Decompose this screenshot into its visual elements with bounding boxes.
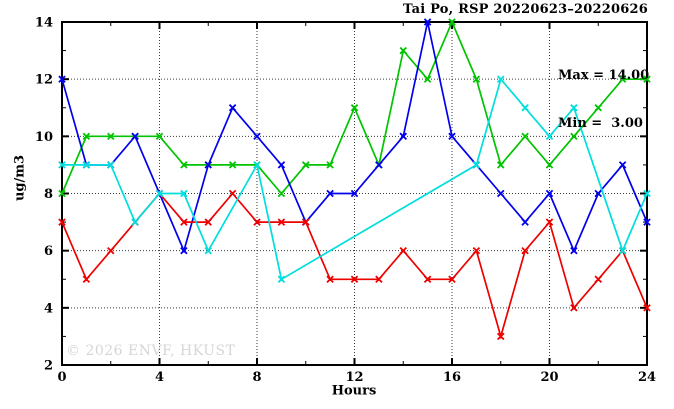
cyan-series-line xyxy=(62,77,648,281)
red-series-markers xyxy=(58,189,651,341)
x-tick-label-24: 24 xyxy=(638,370,656,385)
y-tick-label-14: 14 xyxy=(35,16,53,31)
stats-legend: Max = 14.00 Min = 3.00 xyxy=(558,36,649,164)
x-tick-label-8: 8 xyxy=(252,370,261,385)
watermark-text: © 2026 ENVF, HKUST xyxy=(66,343,236,359)
y-tick-label-10: 10 xyxy=(35,130,53,145)
x-tick-label-12: 12 xyxy=(345,370,363,385)
y-tick-label-8: 8 xyxy=(44,187,53,202)
chart-title: Tai Po, RSP 20220623–20220626 xyxy=(403,2,648,17)
x-tick-label-0: 0 xyxy=(57,370,66,385)
y-axis-label: ug/m3 xyxy=(12,154,28,202)
x-tick-label-20: 20 xyxy=(540,370,558,385)
y-tick-label-12: 12 xyxy=(35,73,53,88)
y-tick-label-2: 2 xyxy=(44,359,53,374)
x-tick-label-4: 4 xyxy=(155,370,164,385)
max-value-label: Max = 14.00 xyxy=(558,68,650,83)
cyan-series-markers xyxy=(58,75,651,284)
y-tick-label-6: 6 xyxy=(44,244,53,259)
min-value-label: Min = 3.00 xyxy=(558,116,643,131)
x-axis-label: Hours xyxy=(331,383,377,399)
y-tick-label-4: 4 xyxy=(44,301,53,316)
x-tick-label-16: 16 xyxy=(443,370,461,385)
